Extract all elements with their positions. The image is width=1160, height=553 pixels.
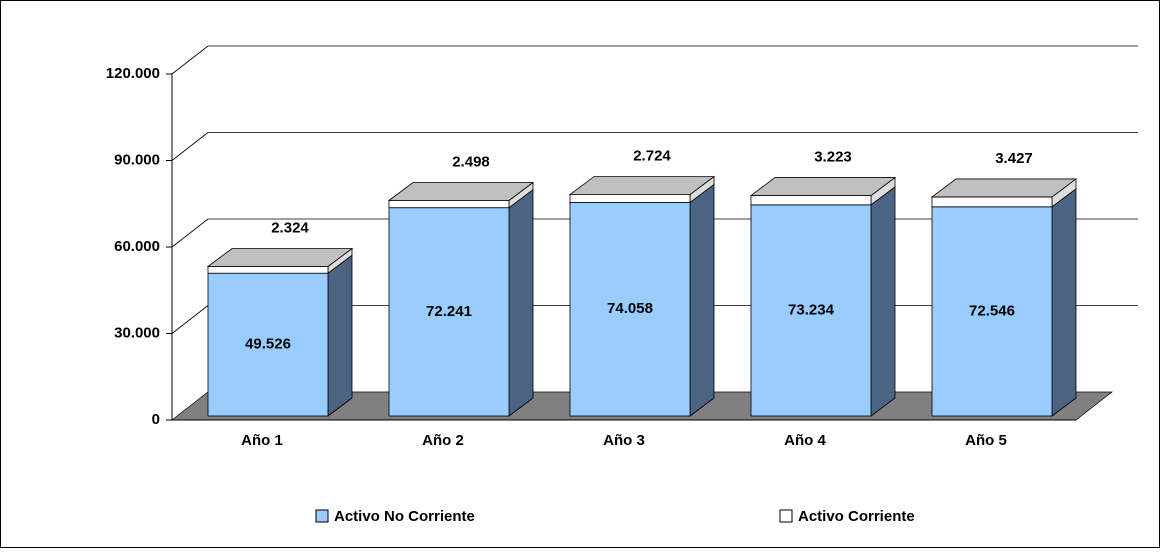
y-tick-label: 30.000: [114, 324, 160, 341]
value-label: 74.058: [607, 300, 653, 317]
bar-side: [508, 188, 534, 417]
bar-segment: [931, 206, 1053, 417]
value-label: 2.324: [271, 219, 309, 236]
x-tick-label: Año 3: [603, 432, 645, 449]
grid-line: [171, 218, 209, 248]
grid-line: [171, 45, 209, 75]
value-label: 49.526: [245, 336, 291, 353]
value-label: 73.234: [788, 301, 835, 318]
y-tick-label: 0: [152, 411, 160, 428]
bar-segment: [388, 200, 510, 209]
bar-segment: [569, 194, 691, 203]
bar-segment: [750, 195, 872, 206]
legend-swatch: [779, 509, 793, 523]
value-label: 3.427: [995, 150, 1033, 167]
value-label: 3.223: [814, 149, 852, 166]
bar-top: [387, 182, 535, 201]
value-label: 2.498: [452, 153, 490, 170]
bar-top: [930, 178, 1078, 198]
bar-segment: [207, 266, 329, 274]
y-tick-label: 90.000: [114, 151, 160, 168]
bar-top: [568, 176, 716, 196]
bar-segment: [388, 207, 510, 417]
value-label: 2.724: [633, 148, 671, 165]
bar-segment: [207, 272, 329, 417]
bar-side: [870, 186, 896, 417]
x-tick-label: Año 1: [241, 432, 283, 449]
value-label: 72.241: [426, 303, 472, 320]
y-tick-label: 120.000: [106, 65, 160, 82]
bar-side: [1051, 188, 1077, 417]
bar-side: [327, 254, 353, 417]
bar-side: [689, 183, 715, 417]
bar-top: [749, 177, 897, 196]
bar-top: [206, 248, 354, 267]
legend-label: Activo No Corriente: [334, 508, 475, 525]
grid-line: [171, 132, 209, 161]
x-tick-label: Año 5: [965, 432, 1007, 449]
x-tick-label: Año 4: [784, 432, 826, 449]
value-label: 72.546: [969, 302, 1015, 319]
legend-swatch: [315, 509, 329, 523]
bar-segment: [931, 196, 1053, 208]
x-tick-label: Año 2: [422, 432, 464, 449]
bar-segment: [569, 202, 691, 417]
legend-label: Activo Corriente: [798, 508, 915, 525]
y-tick-label: 60.000: [114, 238, 160, 255]
grid-line: [171, 305, 209, 334]
